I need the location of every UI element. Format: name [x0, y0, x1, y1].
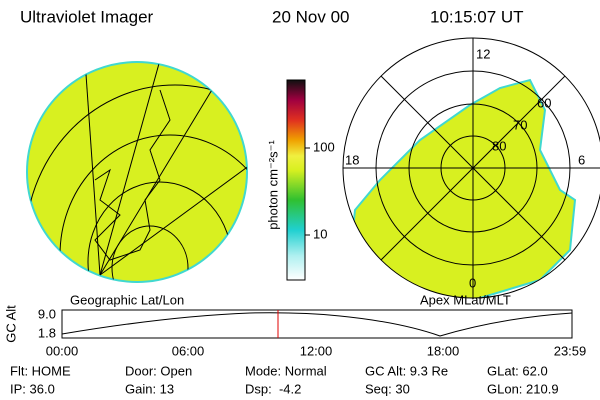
- colorbar-tick-label: 100: [313, 139, 335, 154]
- altitude-curve: [61, 312, 573, 337]
- x-tick-label: 18:00: [427, 343, 460, 358]
- info-field: Gain: 13: [125, 381, 174, 396]
- time: 10:15:07 UT: [430, 7, 524, 26]
- x-tick-label: 00:00: [46, 343, 79, 358]
- info-field: Mode: Normal: [245, 363, 327, 378]
- info-field: Seq: 30: [365, 381, 410, 396]
- mlt-label: 6: [578, 152, 585, 167]
- info-field: Flt: HOME: [10, 363, 71, 378]
- y-tick-label: 9.0: [38, 306, 56, 321]
- polar-grid: [342, 37, 600, 299]
- lat-label: 80: [492, 138, 506, 153]
- aurora-region: [348, 78, 577, 298]
- info-field: GC Alt: 9.3 Re: [365, 363, 448, 378]
- mlt-label: 0: [469, 275, 476, 290]
- y-axis-label: GC Alt: [3, 305, 18, 343]
- polar-image: 12 18 6 0 60 70 80 Apex MLat/MLT: [342, 37, 600, 307]
- title: Ultraviolet Imager: [20, 7, 154, 26]
- status-info: Flt: HOME Door: Open Mode: Normal GC Alt: 9…: [10, 363, 559, 396]
- info-field: Dsp: -4.2: [245, 381, 301, 396]
- x-tick-label: 23:59: [554, 343, 587, 358]
- lat-label: 70: [513, 117, 527, 132]
- x-tick-label: 12:00: [300, 343, 333, 358]
- header: Ultraviolet Imager 20 Nov 00 10:15:07 UT: [20, 7, 524, 26]
- info-field: GLat: 62.0: [487, 363, 548, 378]
- colorbar-label: photon cm⁻²s⁻¹: [265, 140, 280, 230]
- info-field: GLon: 210.9: [487, 381, 559, 396]
- plot-frame: [61, 309, 573, 339]
- info-field: Door: Open: [125, 363, 192, 378]
- colorbar: 100 10 photon cm⁻²s⁻¹: [265, 79, 335, 281]
- geographic-image: Geographic Lat/Lon: [26, 61, 248, 307]
- mlt-label: 12: [476, 46, 490, 61]
- map-label: Apex MLat/MLT: [420, 292, 511, 307]
- image-disc: [26, 61, 248, 283]
- map-label: Geographic Lat/Lon: [70, 292, 184, 307]
- colorbar-tick-label: 10: [313, 226, 327, 241]
- y-tick-label: 1.8: [38, 325, 56, 340]
- colorbar-scale: [286, 79, 306, 281]
- date: 20 Nov 00: [272, 7, 350, 26]
- x-tick-label: 06:00: [172, 343, 205, 358]
- lat-label: 60: [537, 95, 551, 110]
- orbit-plot: GC Alt 9.0 1.8 00:00 06:00 12:00 18:00 23:59: [3, 305, 586, 359]
- info-field: IP: 36.0: [10, 381, 55, 396]
- mlt-label: 18: [345, 152, 359, 167]
